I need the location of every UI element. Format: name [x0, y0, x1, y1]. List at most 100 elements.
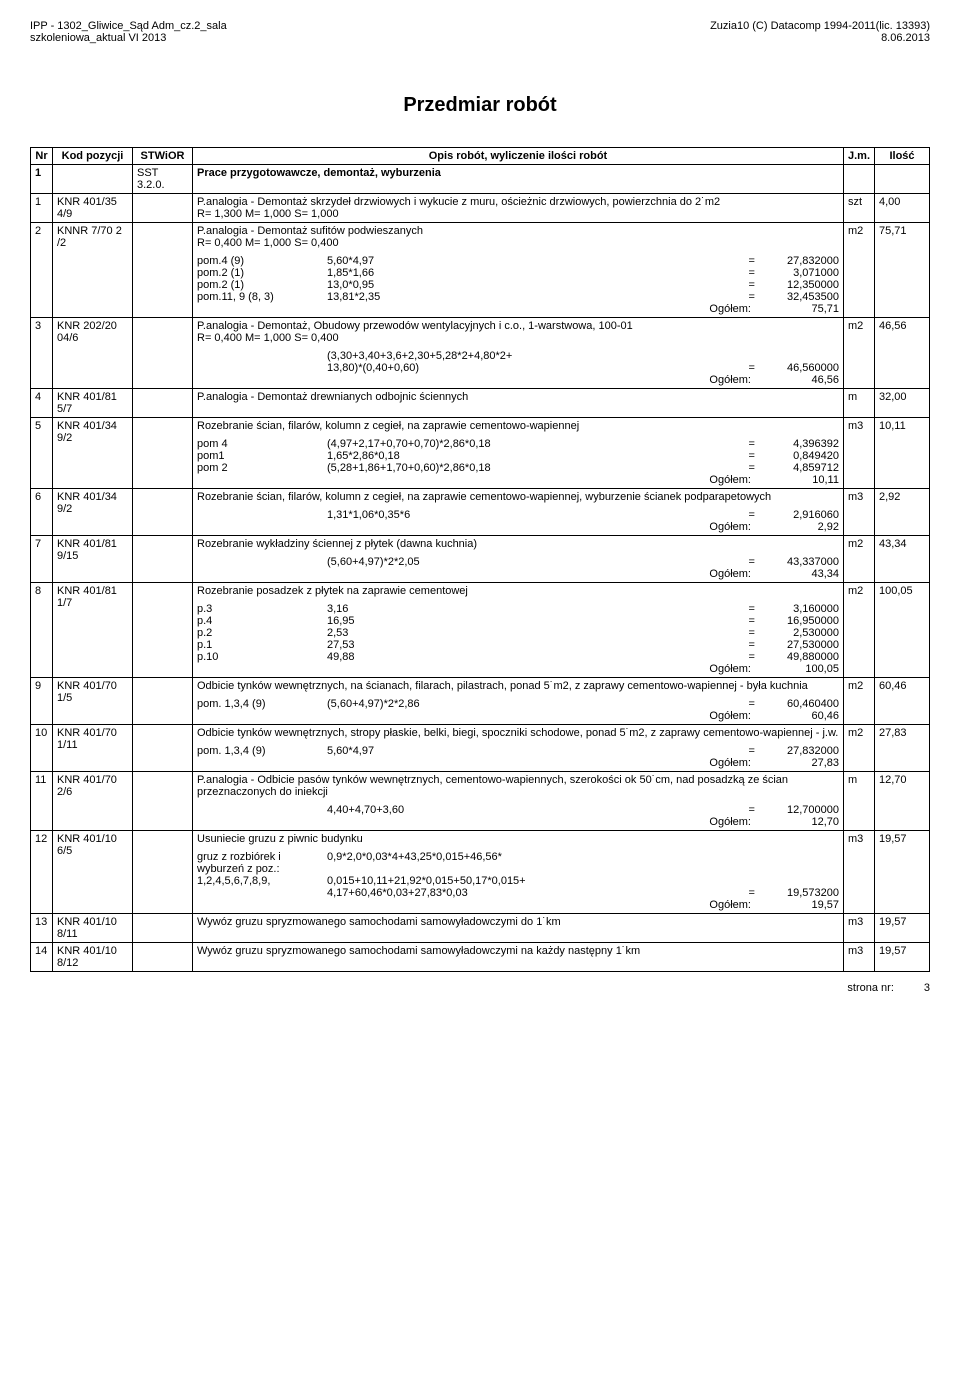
row-nr: 11	[31, 772, 53, 831]
row-desc: P.analogia - Demontaż drewnianych odbojn…	[197, 391, 839, 403]
row-ilosc: 43,34	[875, 536, 930, 583]
calc-expr: 13,81*2,35	[327, 291, 743, 303]
calc-eq: =	[743, 804, 759, 816]
row-jm: m	[843, 772, 874, 831]
calc-val: 3,160000	[759, 603, 839, 615]
page-header: IPP - 1302_Gliwice_Sąd Adm_cz.2_sala szk…	[30, 20, 930, 44]
row-desc: Wywóz gruzu spryzmowanego samochodami sa…	[197, 916, 839, 928]
col-kod: Kod pozycji	[53, 148, 133, 165]
row-ilosc: 2,92	[875, 489, 930, 536]
ogol-val: 27,83	[759, 757, 839, 769]
row-opis: Rozebranie ścian, filarów, kolumn z cegi…	[193, 489, 844, 536]
calc-label	[197, 350, 327, 362]
section-jm	[843, 165, 874, 194]
section-nr: 1	[31, 165, 53, 194]
row-nr: 14	[31, 943, 53, 972]
footer-label: strona nr:	[847, 982, 893, 994]
calc-val: 19,573200	[759, 887, 839, 899]
calc-val: 49,880000	[759, 651, 839, 663]
table-row: 8KNR 401/81 1/7Rozebranie posadzek z pły…	[31, 583, 930, 678]
calc-val: 0,849420	[759, 450, 839, 462]
calc-eq: =	[743, 615, 759, 627]
table-row: 13KNR 401/10 8/11Wywóz gruzu spryzmowane…	[31, 914, 930, 943]
row-desc: Rozebranie posadzek z płytek na zaprawie…	[197, 585, 839, 597]
row-coef: R= 0,400 M= 1,000 S= 0,400	[197, 332, 839, 344]
calc-label: pom. 1,3,4 (9)	[197, 698, 327, 710]
ogol-label: Ogółem:	[709, 757, 759, 769]
table-row: 7KNR 401/81 9/15Rozebranie wykładziny śc…	[31, 536, 930, 583]
calc-line: pom 2(5,28+1,86+1,70+0,60)*2,86*0,18=4,8…	[197, 462, 839, 474]
section-row: 1SST 3.2.0.Prace przygotowawcze, demonta…	[31, 165, 930, 194]
ogol-line: Ogółem:46,56	[197, 374, 839, 386]
table-row: 5KNR 401/34 9/2Rozebranie ścian, filarów…	[31, 418, 930, 489]
calc-line: pom.4 (9)5,60*4,97=27,832000	[197, 255, 839, 267]
calc-val	[759, 350, 839, 362]
table-row: 10KNR 401/70 1/11Odbicie tynków wewnętrz…	[31, 725, 930, 772]
row-ilosc: 75,71	[875, 223, 930, 318]
row-ilosc: 100,05	[875, 583, 930, 678]
col-jm: J.m.	[843, 148, 874, 165]
header-left-1: IPP - 1302_Gliwice_Sąd Adm_cz.2_sala	[30, 20, 227, 32]
calc-line: p.22,53=2,530000	[197, 627, 839, 639]
header-right-1: Zuzia10 (C) Datacomp 1994-2011(lic. 1339…	[710, 20, 930, 32]
row-opis: Rozebranie ścian, filarów, kolumn z cegi…	[193, 418, 844, 489]
ogol-val: 10,11	[759, 474, 839, 486]
row-nr: 4	[31, 389, 53, 418]
row-opis: P.analogia - Demontaż, Obudowy przewodów…	[193, 318, 844, 389]
calc-line: pom. 1,3,4 (9)5,60*4,97=27,832000	[197, 745, 839, 757]
row-opis: Odbicie tynków wewnętrznych, na ścianach…	[193, 678, 844, 725]
row-nr: 13	[31, 914, 53, 943]
calc-line: 4,17+60,46*0,03+27,83*0,03=19,573200	[197, 887, 839, 899]
calc-expr: 1,31*1,06*0,35*6	[327, 509, 743, 521]
ogol-line: Ogółem:12,70	[197, 816, 839, 828]
calc-eq	[743, 875, 759, 887]
row-stwior	[133, 194, 193, 223]
row-desc: Odbicie tynków wewnętrznych, stropy płas…	[197, 727, 839, 739]
row-desc: Wywóz gruzu spryzmowanego samochodami sa…	[197, 945, 839, 957]
table-row: 3KNR 202/20 04/6P.analogia - Demontaż, O…	[31, 318, 930, 389]
col-opis: Opis robót, wyliczenie ilości robót	[193, 148, 844, 165]
row-ilosc: 19,57	[875, 914, 930, 943]
calc-label: pom. 1,3,4 (9)	[197, 745, 327, 757]
row-ilosc: 19,57	[875, 943, 930, 972]
row-jm: m3	[843, 831, 874, 914]
calc-eq: =	[743, 651, 759, 663]
row-jm: m3	[843, 943, 874, 972]
section-stwior: SST 3.2.0.	[133, 165, 193, 194]
row-nr: 12	[31, 831, 53, 914]
section-ilosc	[875, 165, 930, 194]
calc-label	[197, 362, 327, 374]
row-ilosc: 19,57	[875, 831, 930, 914]
calc-expr: 4,17+60,46*0,03+27,83*0,03	[327, 887, 743, 899]
calc-eq: =	[743, 639, 759, 651]
ogol-line: Ogółem:43,34	[197, 568, 839, 580]
ogol-val: 12,70	[759, 816, 839, 828]
row-desc: P.analogia - Odbicie pasów tynków wewnęt…	[197, 774, 839, 798]
calc-eq: =	[743, 362, 759, 374]
ogol-val: 2,92	[759, 521, 839, 533]
calc-label: pom 2	[197, 462, 327, 474]
ogol-line: Ogółem:60,46	[197, 710, 839, 722]
col-stwior: STWiOR	[133, 148, 193, 165]
calc-line: 1,2,4,5,6,7,8,9,0,015+10,11+21,92*0,015+…	[197, 875, 839, 887]
ogol-val: 60,46	[759, 710, 839, 722]
ogol-line: Ogółem:100,05	[197, 663, 839, 675]
calc-expr: (3,30+3,40+3,6+2,30+5,28*2+4,80*2+	[327, 350, 743, 362]
calc-label: p.2	[197, 627, 327, 639]
row-stwior	[133, 914, 193, 943]
calc-eq: =	[743, 509, 759, 521]
table-row: 9KNR 401/70 1/5Odbicie tynków wewnętrzny…	[31, 678, 930, 725]
calc-val	[759, 875, 839, 887]
row-stwior	[133, 772, 193, 831]
header-right-2: 8.06.2013	[710, 32, 930, 44]
ogol-label: Ogółem:	[709, 568, 759, 580]
row-ilosc: 32,00	[875, 389, 930, 418]
ogol-label: Ogółem:	[709, 374, 759, 386]
calc-eq: =	[743, 438, 759, 450]
calc-expr: 1,65*2,86*0,18	[327, 450, 743, 462]
calc-eq: =	[743, 267, 759, 279]
ogol-label: Ogółem:	[709, 710, 759, 722]
row-ilosc: 46,56	[875, 318, 930, 389]
calc-label: p.1	[197, 639, 327, 651]
calc-label	[197, 804, 327, 816]
